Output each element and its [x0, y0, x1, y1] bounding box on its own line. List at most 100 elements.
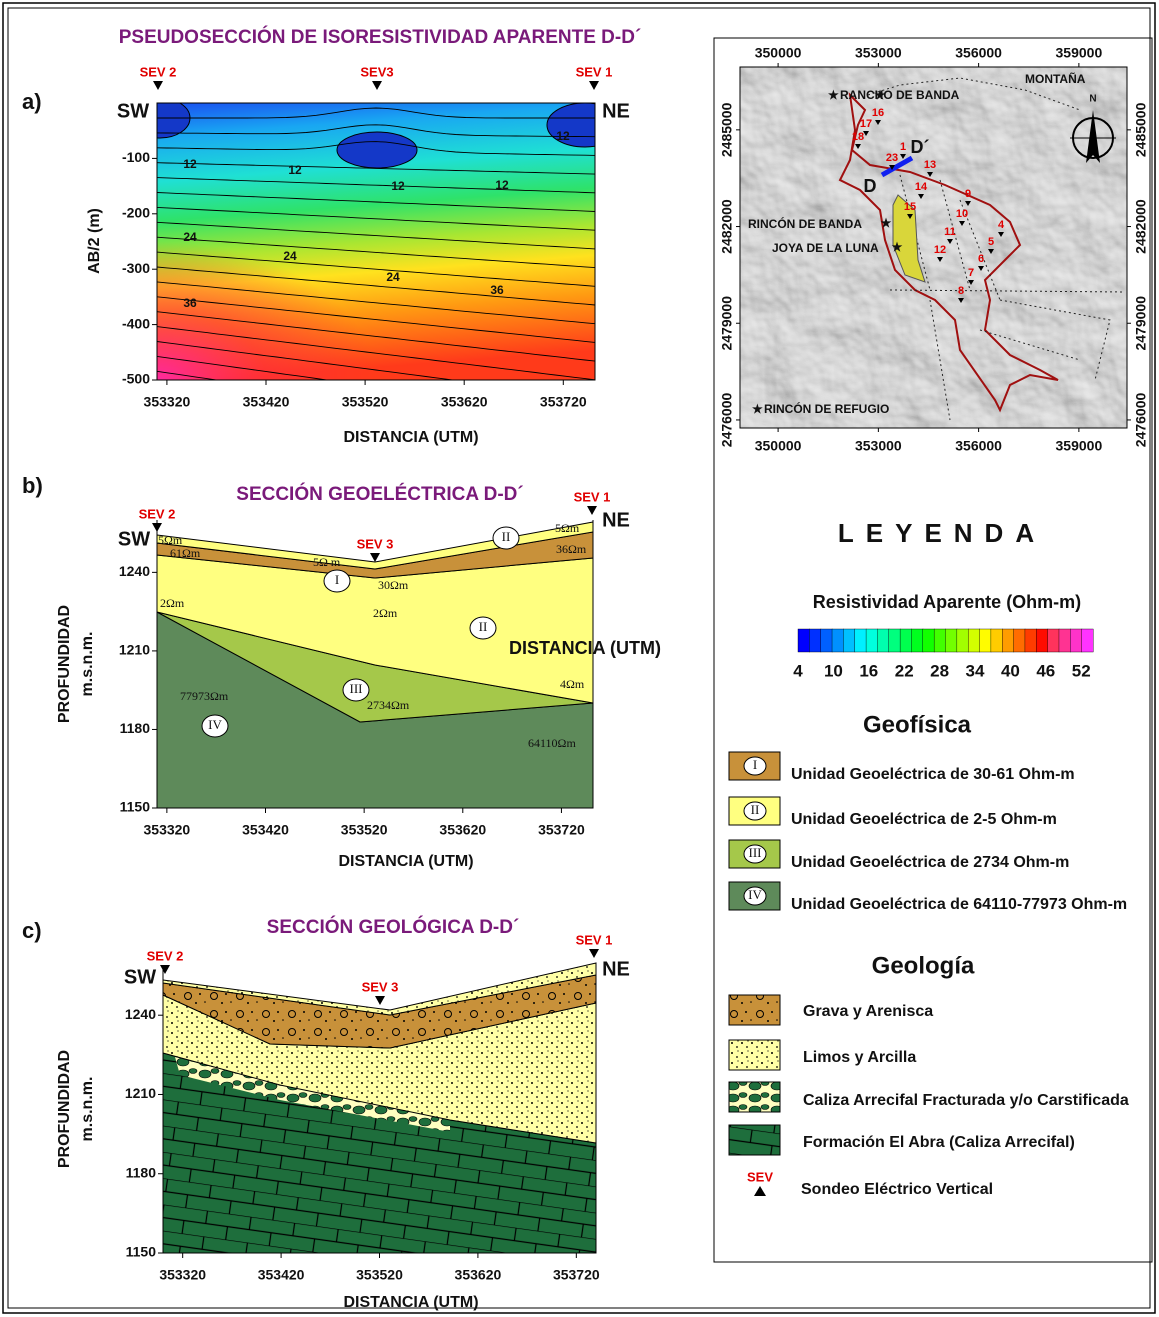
section-end: D	[864, 176, 877, 196]
place-name: MONTAÑA	[1025, 71, 1086, 86]
unit-label: IV	[208, 717, 222, 732]
map-y-label: 2476000	[1133, 392, 1149, 447]
colorbar-cell	[990, 628, 1003, 653]
colorbar-tick-label: 52	[1072, 661, 1091, 680]
colorbar-cell	[877, 628, 890, 653]
sev-point	[998, 232, 1004, 237]
colorbar-title: Resistividad Aparente (Ohm-m)	[813, 592, 1081, 612]
colorbar-tick-label: 34	[966, 661, 985, 680]
colorbar-cell	[1024, 628, 1037, 653]
sev-number: 13	[924, 159, 936, 171]
sev-number: 12	[934, 244, 946, 256]
colorbar-tick-label: 4	[793, 661, 803, 680]
map-y-label: 2482000	[1133, 199, 1149, 254]
map-y-label: 2485000	[719, 102, 735, 157]
x-tick-label: 353520	[356, 1267, 403, 1283]
resistivity-label: 4Ωm	[560, 677, 585, 691]
direction-sw: SW	[117, 100, 149, 122]
contour-lines	[157, 107, 595, 380]
x-tick-label: 353620	[439, 822, 486, 838]
resistivity-label: 64110Ωm	[528, 736, 576, 750]
map-x-label: 356000	[955, 45, 1002, 61]
legend-text: Grava y Arenisca	[803, 1003, 933, 1020]
sev-number: 1	[900, 141, 906, 153]
resistivity-label: 30Ωm	[378, 578, 409, 592]
map-x-label: 350000	[755, 45, 802, 61]
contour-line	[157, 162, 595, 175]
colorbar-cell	[809, 628, 822, 653]
sev-marker	[372, 81, 382, 90]
contour-line	[157, 341, 457, 380]
place-star: ★	[752, 402, 763, 416]
y-axis-label: AB/2 (m)	[86, 208, 103, 274]
contour-label: 36	[490, 283, 504, 297]
colorbar-cell	[1081, 628, 1094, 653]
place-name: RINCÓN DE REFUGIO	[764, 401, 889, 416]
contour-line	[157, 296, 595, 343]
direction-ne: NE	[602, 958, 630, 980]
sev-point	[978, 266, 984, 271]
basin-boundary	[838, 92, 1059, 413]
map-y-label: 2479000	[719, 296, 735, 351]
map	[739, 66, 1128, 429]
sev-number: 5	[988, 236, 994, 248]
y-axis-unit: m.s.n.m.	[79, 632, 96, 697]
panel-a	[156, 102, 596, 381]
colorbar-cell	[899, 628, 912, 653]
colorbar-cell	[820, 628, 833, 653]
contour-line	[157, 251, 595, 287]
unit-badge	[469, 616, 497, 640]
unit-badge	[743, 844, 767, 864]
sev-point	[959, 221, 965, 226]
y-tick-label: 1180	[126, 1164, 157, 1180]
y-tick-label: -200	[122, 205, 150, 221]
sev-point	[927, 172, 933, 177]
colorbar-cell	[854, 628, 867, 653]
map-x-label: 356000	[955, 438, 1002, 454]
sev-marker	[160, 965, 170, 974]
sev-number: 9	[965, 188, 971, 200]
x-axis-label: DISTANCIA (UTM)	[338, 853, 473, 870]
resistivity-label: 61Ωm	[170, 546, 201, 560]
contour-label: 12	[288, 163, 302, 177]
x-tick-label: 353520	[342, 394, 389, 410]
section-end: D´	[911, 137, 930, 157]
map-y-label: 2479000	[1133, 296, 1149, 351]
map-x-label: 359000	[1056, 438, 1103, 454]
place-name: JOYA DE LA LUNA	[772, 241, 879, 255]
y-axis-label: PROFUNDIDAD	[56, 1050, 73, 1168]
sev-point	[875, 120, 881, 125]
colorbar-cell	[967, 628, 981, 653]
colorbar-cell	[831, 628, 844, 653]
colorbar-tick-label: 40	[1001, 661, 1020, 680]
y-tick-label: 1210	[125, 1085, 156, 1101]
contour-label: 12	[183, 157, 197, 171]
sev-label: SEV 2	[140, 64, 177, 79]
x-tick-label: 353720	[553, 1267, 600, 1283]
panel-label: a)	[22, 89, 42, 114]
map-y-label: 2482000	[719, 199, 735, 254]
y-axis-unit: m.s.n.m.	[79, 1077, 96, 1142]
resistivity-label: 77973Ωm	[180, 689, 229, 703]
sev-marker	[152, 523, 162, 532]
direction-ne: NE	[602, 509, 630, 531]
x-tick-label: 353320	[144, 394, 191, 410]
place-star: ★	[875, 88, 886, 102]
sev-number: 10	[956, 208, 968, 220]
y-tick-label: 1150	[120, 799, 151, 815]
contour-line	[157, 141, 595, 156]
unit-badge	[342, 678, 370, 702]
drainage	[867, 77, 1126, 421]
colorbar-cell	[979, 628, 992, 653]
resistivity-label: 5Ω m	[313, 555, 341, 569]
contour-line	[157, 192, 595, 212]
y-tick-label: 1150	[126, 1244, 157, 1260]
unit-label: II	[502, 529, 511, 544]
x-tick-label: 353320	[159, 1267, 206, 1283]
y-axis-label: PROFUNDIDAD	[56, 605, 73, 723]
sev-label: SEV 1	[576, 932, 613, 947]
panel-c	[162, 962, 597, 1254]
section-line	[880, 155, 914, 178]
contour-label: 12	[556, 129, 570, 143]
